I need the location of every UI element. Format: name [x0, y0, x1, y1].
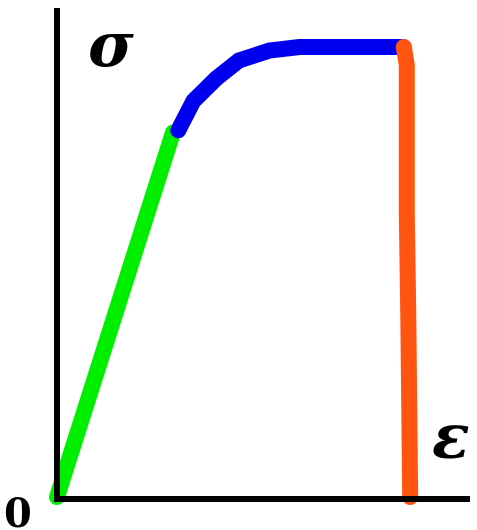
fracture-segment-line [395, 39, 419, 505]
plastic-segment-line [170, 39, 412, 139]
x-axis-label: ε [432, 400, 470, 473]
elastic-segment-line [49, 124, 181, 505]
curve-layer [49, 39, 419, 505]
origin-label: 0 [4, 490, 32, 530]
y-axis-label: σ [88, 8, 134, 81]
